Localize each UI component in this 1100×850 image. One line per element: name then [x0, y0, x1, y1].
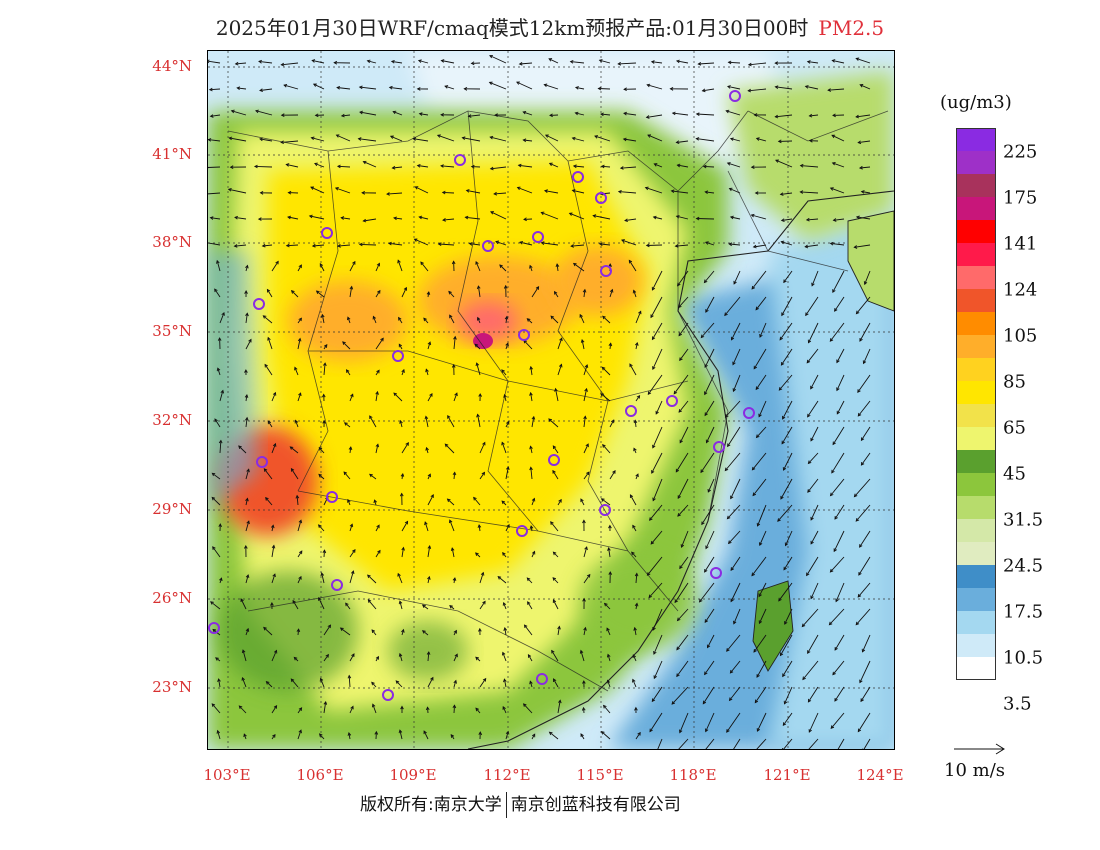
- city-marker: [256, 456, 268, 468]
- colorbar-segment: [956, 634, 996, 657]
- lon-label-106e: 106°E: [296, 766, 344, 784]
- colorbar-segment: [956, 657, 996, 680]
- colorbar-segment: [956, 312, 996, 335]
- colorbar-segment: [956, 611, 996, 634]
- pm25-forecast-map: [207, 50, 895, 750]
- city-marker: [321, 227, 333, 239]
- city-marker: [710, 567, 722, 579]
- colorbar-segment: [956, 381, 996, 404]
- wind-vectors: [208, 54, 871, 749]
- colorbar-segment: [956, 496, 996, 519]
- lon-label-109e: 109°E: [389, 766, 437, 784]
- city-marker: [713, 441, 725, 453]
- title-main: 2025年01月30日WRF/cmaq模式12km预报产品:01月30日00时: [215, 16, 809, 40]
- legend-label: 45: [1003, 463, 1026, 485]
- legend-unit: (ug/m3): [940, 92, 1012, 113]
- lon-label-121e: 121°E: [763, 766, 811, 784]
- copyright-right: 南京创蓝科技有限公司: [510, 795, 681, 815]
- lon-label-124e: 124°E: [856, 766, 904, 784]
- city-marker: [253, 298, 265, 310]
- lat-label-35n: 35°N: [152, 322, 192, 340]
- colorbar-segment: [956, 197, 996, 220]
- legend-label: 175: [1003, 187, 1038, 209]
- copyright: 版权所有:南京大学 南京创蓝科技有限公司: [360, 790, 681, 818]
- colorbar-segment: [956, 128, 996, 151]
- lat-label-38n: 38°N: [152, 233, 192, 251]
- city-markers: [208, 90, 755, 701]
- reference-wind-label: 10 m/s: [944, 760, 1005, 781]
- colorbar-segment: [956, 151, 996, 174]
- colorbar-segment: [956, 335, 996, 358]
- city-marker: [326, 491, 338, 503]
- colorbar-segment: [956, 220, 996, 243]
- colorbar-segment: [956, 473, 996, 496]
- city-marker: [599, 504, 611, 516]
- lat-label-29n: 29°N: [152, 500, 192, 518]
- map-title: 2025年01月30日WRF/cmaq模式12km预报产品:01月30日00时 P…: [0, 12, 1100, 41]
- city-marker: [532, 231, 544, 243]
- lat-label-32n: 32°N: [152, 411, 192, 429]
- colorbar-segment: [956, 289, 996, 312]
- city-marker: [743, 407, 755, 419]
- city-marker: [729, 90, 741, 102]
- city-marker: [516, 525, 528, 537]
- lat-label-41n: 41°N: [152, 145, 192, 163]
- legend-label: 105: [1003, 325, 1038, 347]
- legend-label: 31.5: [1003, 509, 1044, 531]
- legend-label: 85: [1003, 371, 1026, 393]
- colorbar-segment: [956, 542, 996, 565]
- lon-label-103e: 103°E: [203, 766, 251, 784]
- lon-label-115e: 115°E: [576, 766, 624, 784]
- city-marker: [625, 405, 637, 417]
- colorbar-segment: [956, 565, 996, 588]
- colorbar-segment: [956, 358, 996, 381]
- lat-label-44n: 44°N: [152, 57, 192, 75]
- colorbar-segment: [956, 519, 996, 542]
- legend-label: 10.5: [1003, 647, 1044, 669]
- reference-wind-arrow-icon: [954, 743, 1005, 755]
- lat-label-23n: 23°N: [152, 678, 192, 696]
- colorbar-segment: [956, 588, 996, 611]
- legend-label: 17.5: [1003, 601, 1044, 623]
- city-marker: [600, 265, 612, 277]
- city-marker: [572, 171, 584, 183]
- colorbar-segment: [956, 450, 996, 473]
- colorbar: [956, 128, 996, 680]
- legend-label: 124: [1003, 279, 1038, 301]
- colorbar-segment: [956, 427, 996, 450]
- title-variable: PM2.5: [818, 16, 885, 40]
- copyright-divider: [505, 792, 507, 818]
- legend-label: 3.5: [1003, 693, 1032, 715]
- city-marker: [454, 154, 466, 166]
- colorbar-segment: [956, 404, 996, 427]
- lon-label-112e: 112°E: [483, 766, 531, 784]
- city-marker: [666, 395, 678, 407]
- city-marker: [548, 454, 560, 466]
- city-marker: [382, 689, 394, 701]
- city-marker: [536, 673, 548, 685]
- city-marker: [208, 622, 220, 634]
- map-canvas: [208, 51, 894, 749]
- legend-label: 24.5: [1003, 555, 1044, 577]
- city-marker: [482, 240, 494, 252]
- colorbar-segment: [956, 243, 996, 266]
- city-marker: [595, 192, 607, 204]
- legend-label: 141: [1003, 233, 1038, 255]
- colorbar-segment: [956, 174, 996, 197]
- legend-label: 225: [1003, 141, 1038, 163]
- city-marker: [331, 579, 343, 591]
- lon-label-118e: 118°E: [669, 766, 717, 784]
- city-marker: [392, 350, 404, 362]
- colorbar-segment: [956, 266, 996, 289]
- city-marker: [518, 329, 530, 341]
- lat-label-26n: 26°N: [152, 589, 192, 607]
- copyright-left: 版权所有:南京大学: [360, 795, 502, 815]
- legend-label: 65: [1003, 417, 1026, 439]
